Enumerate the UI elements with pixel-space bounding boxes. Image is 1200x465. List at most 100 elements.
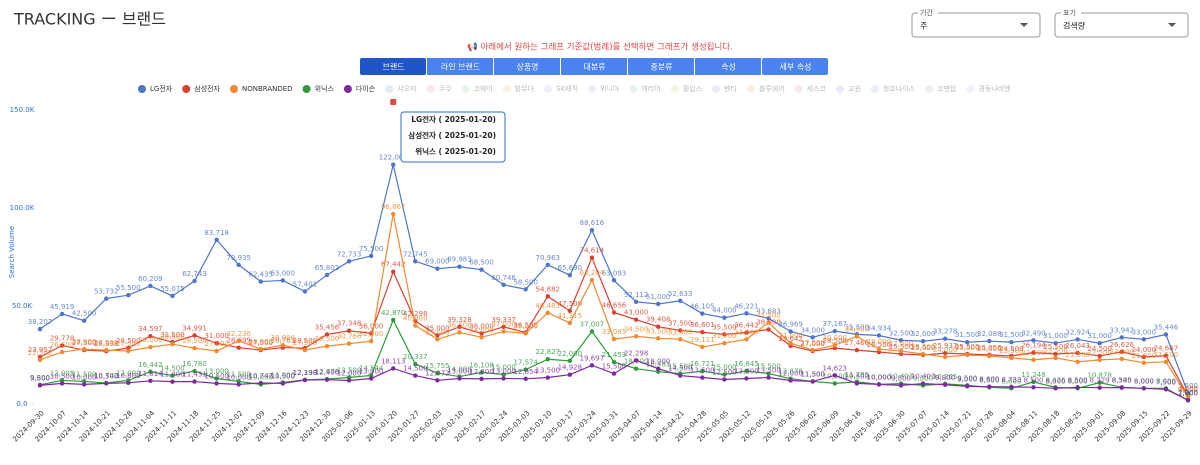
- tab[interactable]: [561, 58, 627, 75]
- legend-label[interactable]: 필립스: [683, 84, 703, 93]
- tab[interactable]: [762, 58, 828, 75]
- legend-swatch[interactable]: [182, 85, 191, 93]
- legend-swatch[interactable]: [426, 85, 435, 93]
- legend-label[interactable]: 캐리어: [641, 84, 660, 93]
- data-label: 65,690: [558, 264, 583, 272]
- data-point: [722, 315, 727, 320]
- data-label: 11,814: [138, 370, 163, 378]
- data-label: 29,000: [138, 336, 163, 344]
- data-label: 22,298: [624, 349, 649, 357]
- data-point: [898, 383, 904, 388]
- legend-label[interactable]: 세스코: [807, 84, 827, 93]
- data-point: [1009, 340, 1014, 345]
- tab[interactable]: [427, 58, 493, 75]
- tab[interactable]: [360, 58, 426, 75]
- legend-swatch[interactable]: [229, 85, 238, 93]
- data-label: 15,500: [602, 363, 627, 371]
- data-point: [788, 329, 793, 334]
- data-label: 34,500: [845, 325, 870, 333]
- legend-label[interactable]: 블루에어: [759, 84, 785, 93]
- legend-label[interactable]: 코웨이: [473, 84, 492, 93]
- dropdown[interactable]: [1054, 12, 1189, 38]
- legend-label[interactable]: 교원: [848, 84, 861, 93]
- legend-label[interactable]: 샤오미: [397, 84, 416, 93]
- data-label: 32,924: [1065, 328, 1090, 336]
- y-tick-label: 0.0: [16, 400, 27, 408]
- legend-swatch[interactable]: [461, 85, 470, 93]
- legend-swatch[interactable]: [925, 85, 934, 93]
- data-point: [523, 376, 528, 381]
- data-point: [611, 371, 617, 376]
- data-point: [942, 382, 948, 387]
- data-point: [1163, 353, 1169, 358]
- data-point: [391, 211, 396, 217]
- data-label: 8,500: [1068, 376, 1088, 384]
- legend-label[interactable]: 쿠쿠: [439, 85, 452, 93]
- data-point: [942, 350, 948, 356]
- legend-swatch[interactable]: [302, 85, 311, 93]
- data-point: [1119, 385, 1124, 390]
- legend-label[interactable]: 코맨탑: [937, 84, 957, 93]
- data-label: 7,500: [1156, 378, 1176, 386]
- legend-label[interactable]: SK매직: [556, 84, 578, 93]
- legend-label[interactable]: 다이슨: [356, 84, 376, 93]
- legend-swatch[interactable]: [544, 85, 553, 93]
- data-point: [457, 324, 462, 330]
- data-point: [368, 373, 374, 378]
- data-point: [589, 277, 595, 283]
- legend-label[interactable]: 벤타: [724, 84, 737, 93]
- data-label: 12,500: [712, 368, 737, 376]
- legend-swatch[interactable]: [588, 85, 597, 93]
- legend-swatch[interactable]: [138, 85, 146, 93]
- legend-swatch[interactable]: [836, 85, 844, 93]
- legend-label[interactable]: LG전자: [150, 84, 173, 93]
- tab[interactable]: [628, 58, 694, 75]
- legend-swatch[interactable]: [629, 85, 638, 93]
- legend-swatch[interactable]: [385, 85, 394, 93]
- data-point: [214, 381, 219, 386]
- data-label: 52,633: [668, 290, 693, 298]
- legend-label[interactable]: 위닉스: [315, 84, 335, 93]
- data-point: [435, 337, 440, 342]
- legend-swatch[interactable]: [794, 85, 803, 93]
- legend-swatch[interactable]: [502, 85, 511, 93]
- data-point: [501, 329, 506, 334]
- legend-label[interactable]: 경동나비엔: [978, 84, 1010, 93]
- data-point: [59, 311, 65, 317]
- data-point: [722, 332, 727, 337]
- data-point: [479, 376, 484, 382]
- tab-label: 중분류: [650, 63, 672, 72]
- dropdown[interactable]: [911, 12, 1041, 38]
- legend-label[interactable]: 청호나이스: [883, 84, 916, 93]
- data-label: 24,500: [999, 345, 1024, 353]
- legend-swatch[interactable]: [343, 85, 352, 93]
- data-point: [324, 272, 330, 278]
- legend-label[interactable]: NONBRANDED: [242, 85, 293, 93]
- data-label: 27,000: [889, 340, 914, 348]
- data-label: 43,000: [624, 309, 649, 317]
- data-label: 88,616: [580, 219, 605, 227]
- legend-label[interactable]: 발뮤다: [515, 84, 535, 93]
- legend-swatch[interactable]: [746, 85, 755, 93]
- legend-label[interactable]: 삼성전자: [194, 84, 220, 93]
- data-label: 35,446: [1154, 323, 1179, 331]
- dropdown-arrow: [1168, 23, 1176, 27]
- data-point: [1031, 357, 1036, 363]
- data-point: [810, 379, 815, 384]
- data-point: [965, 384, 970, 389]
- tab[interactable]: [695, 58, 761, 75]
- data-point: [258, 279, 263, 284]
- data-label: 20,337: [403, 353, 428, 361]
- data-point: [942, 336, 948, 341]
- legend-swatch[interactable]: [966, 85, 975, 93]
- legend-label[interactable]: 위니아: [600, 84, 620, 93]
- data-point: [832, 342, 837, 348]
- tab[interactable]: [494, 58, 560, 75]
- data-label: 30,000: [823, 334, 848, 342]
- legend-swatch[interactable]: [870, 85, 879, 93]
- data-label: 13,000: [204, 368, 229, 376]
- legend-swatch[interactable]: [670, 85, 679, 93]
- data-point: [722, 377, 727, 382]
- legend-swatch[interactable]: [712, 85, 721, 93]
